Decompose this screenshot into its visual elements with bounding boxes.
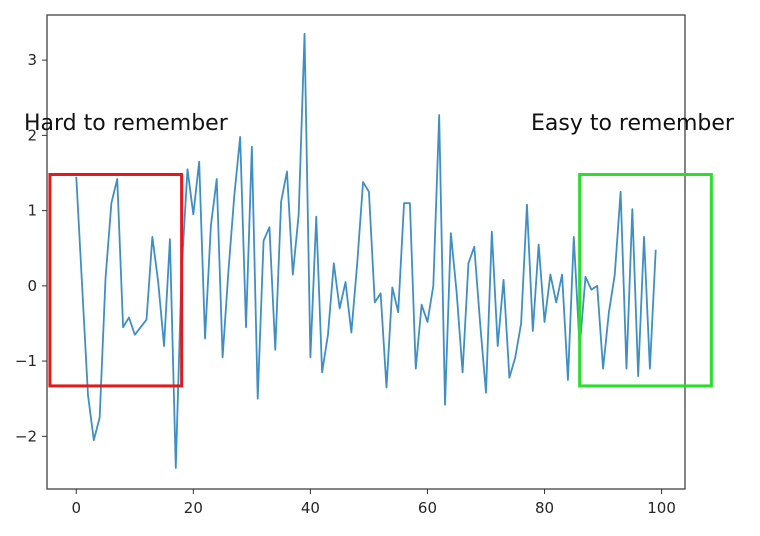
x-tick-label: 20 xyxy=(184,499,203,517)
y-tick-label: −1 xyxy=(15,352,37,370)
x-tick-label: 80 xyxy=(535,499,554,517)
plot-frame xyxy=(46,14,686,490)
x-tick-label: 100 xyxy=(647,499,676,517)
hard-to-remember-box xyxy=(48,173,184,388)
x-tick-label: 0 xyxy=(71,499,81,517)
y-tick-label: 0 xyxy=(27,277,37,295)
x-tick-label: 40 xyxy=(301,499,320,517)
x-tick-label: 60 xyxy=(418,499,437,517)
hard-to-remember-label: Hard to remember xyxy=(24,111,229,136)
y-tick-label: 1 xyxy=(27,202,37,220)
y-tick-label: −2 xyxy=(15,427,37,445)
series-line xyxy=(75,32,657,469)
easy-to-remember-label: Easy to remember xyxy=(531,111,735,136)
y-tick-label: 3 xyxy=(27,51,37,69)
y-tick-label: 2 xyxy=(27,126,37,144)
easy-to-remember-box xyxy=(578,173,713,388)
